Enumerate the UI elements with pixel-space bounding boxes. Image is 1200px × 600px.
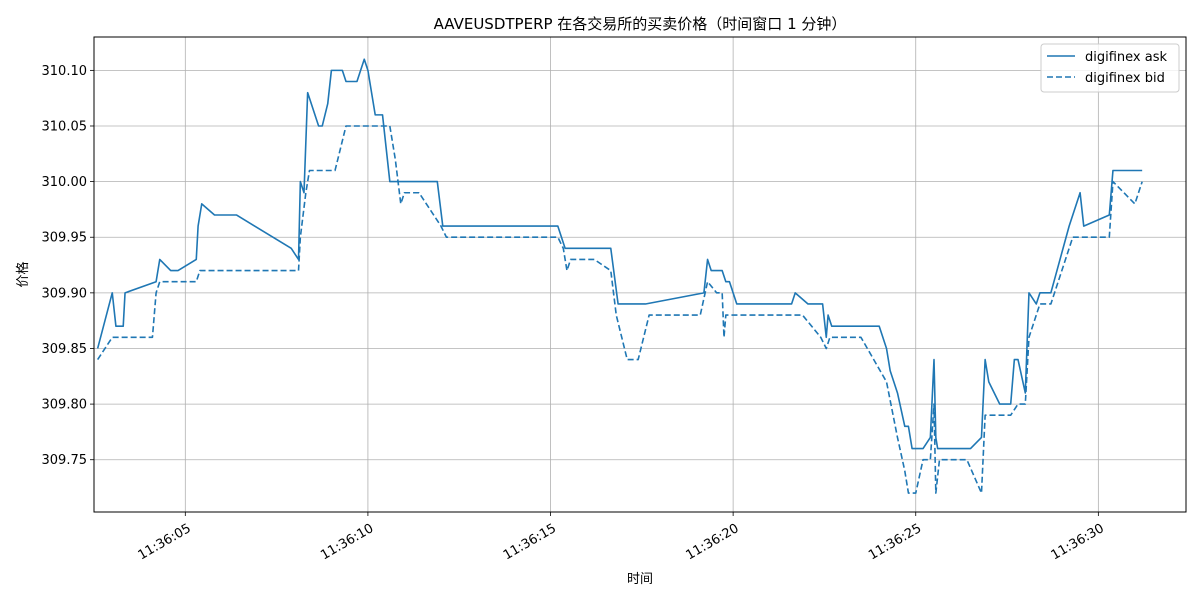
y-tick-label: 309.90	[42, 286, 88, 301]
grid-lines	[94, 37, 1186, 512]
y-tick-label: 309.85	[42, 342, 88, 357]
y-axis-title: 价格	[15, 261, 31, 287]
y-tick-label: 309.80	[42, 398, 88, 413]
y-tick-label: 310.00	[42, 175, 88, 190]
y-tick-label: 309.75	[42, 453, 88, 468]
data-series	[96, 58, 1143, 494]
series-line-ask	[96, 58, 1143, 450]
legend-label-ask: digifinex ask	[1085, 50, 1167, 65]
y-tick-label: 309.95	[42, 231, 88, 246]
legend: digifinex ask digifinex bid	[1040, 43, 1180, 93]
legend-label-bid: digifinex bid	[1085, 71, 1165, 86]
series-line-bid	[96, 125, 1143, 494]
legend-box	[1040, 43, 1180, 93]
y-tick-label: 310.10	[42, 64, 88, 79]
plot-frame	[93, 36, 1187, 513]
y-tick-label: 310.05	[42, 119, 88, 134]
chart-title: AAVEUSDTPERP 在各交易所的买卖价格（时间窗口 1 分钟）	[434, 15, 847, 33]
x-axis-title: 时间	[627, 572, 653, 587]
